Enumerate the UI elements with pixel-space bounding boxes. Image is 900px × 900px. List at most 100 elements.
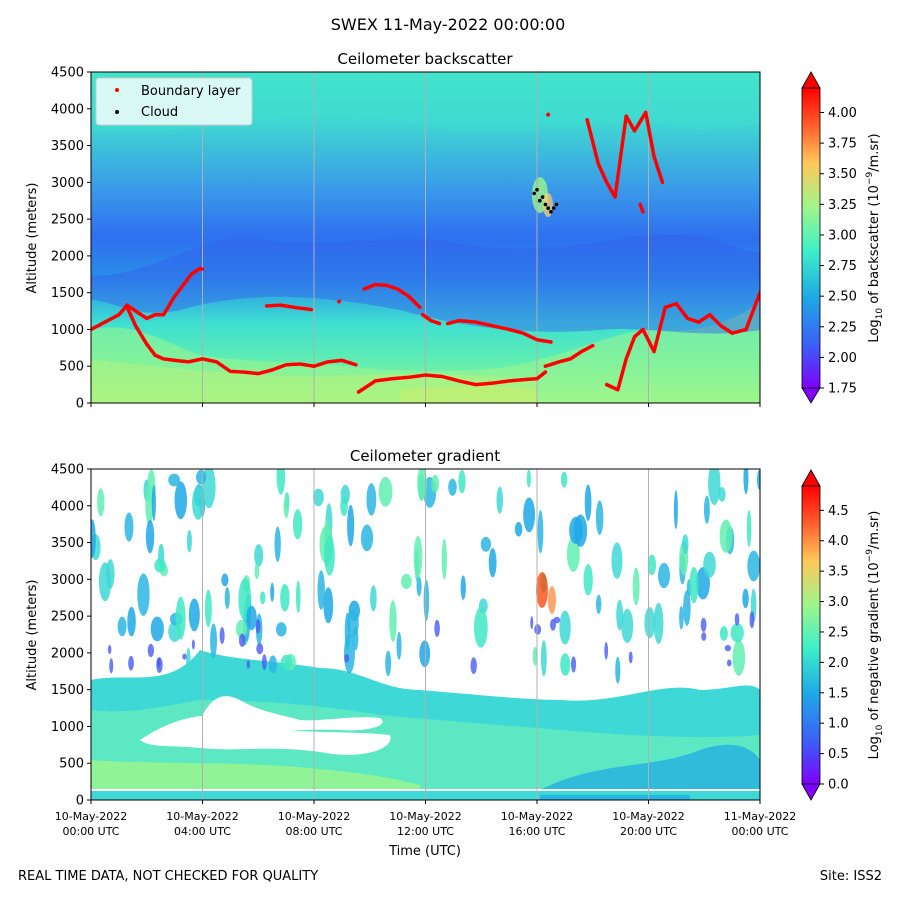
y-tick-label: 1000 — [51, 720, 84, 735]
gradient-blob — [293, 509, 303, 540]
y-tick-label: 2000 — [51, 646, 84, 661]
y-tick-label: 2500 — [51, 610, 84, 625]
gradient-blob — [488, 548, 497, 578]
y-tick-label: 2500 — [51, 213, 84, 228]
gradient-blob — [526, 469, 531, 488]
colorbar-tick-label: 2.00 — [828, 351, 857, 366]
gradient-blob — [423, 579, 430, 621]
gradient-blob — [431, 474, 440, 493]
gradient-blob — [400, 573, 412, 589]
gradient-blob — [596, 594, 602, 614]
gradient-blob — [679, 605, 684, 630]
colorbar-top-extension — [801, 469, 821, 487]
gradient-blob — [276, 622, 287, 637]
colorbar-label: Log10 of negative gradient (10−9/m.sr) — [865, 511, 885, 760]
colorbar-label: Log10 of backscatter (10−9/m.sr) — [865, 133, 885, 342]
gradient-blob — [566, 536, 580, 572]
gradient-blob — [514, 522, 523, 537]
boundary-layer-point — [660, 180, 665, 185]
gradient-blob — [344, 612, 351, 650]
gradient-blob — [644, 607, 656, 639]
gradient-blob — [188, 598, 200, 632]
boundary-layer-point — [543, 370, 548, 374]
x-tick-label: 10-May-2022 — [612, 810, 684, 823]
gradient-blob — [145, 483, 154, 526]
gradient-blob — [224, 586, 230, 609]
gradient-blob — [260, 591, 266, 605]
gradient-blob — [756, 470, 760, 490]
gradient-blob — [261, 654, 267, 671]
cloud-point — [551, 206, 556, 210]
panel-backscatter: Ceilometer backscatter 0 500 1000 1500 2000 2… — [25, 50, 885, 412]
gradient-blob — [254, 544, 264, 567]
gradient-blob — [540, 640, 547, 677]
gradient-blob — [389, 600, 397, 642]
gradient-blob — [312, 488, 324, 507]
colorbar-top-extension — [801, 71, 821, 89]
cloud-point — [549, 209, 553, 214]
gradient-blob — [611, 542, 623, 579]
gradient-blob — [156, 657, 163, 673]
gradient-blob — [653, 602, 664, 645]
legend-label-boundary-layer: Boundary layer — [141, 84, 241, 99]
gradient-blob — [254, 563, 260, 580]
gradient-blob — [174, 481, 187, 520]
colorbar-tick-label: 1.0 — [828, 717, 849, 732]
cloud-point — [543, 202, 548, 207]
gradient-blob — [317, 570, 325, 610]
gradient-blob — [749, 611, 755, 629]
gradient-blob — [219, 627, 225, 645]
y-axis-label: Altitude (meters) — [25, 183, 40, 294]
panel-title: Ceilometer backscatter — [337, 50, 513, 68]
y-tick-label: 3500 — [51, 139, 84, 154]
gradient-blob — [235, 619, 247, 639]
gradient-blob — [378, 476, 393, 507]
gradient-blobs — [91, 469, 760, 686]
colorbar-tick-label: 4.5 — [828, 504, 849, 519]
gradient-blob — [238, 633, 246, 647]
gradient-blob — [673, 490, 678, 530]
gradient-blob — [280, 583, 290, 612]
gradient-blob — [360, 524, 374, 552]
boundary-layer-point — [590, 343, 595, 348]
gradient-blob — [683, 590, 691, 626]
gradient-blob — [742, 588, 749, 609]
gradient-blob — [719, 519, 733, 553]
gradient-blob — [537, 509, 544, 554]
gradient-blob — [682, 534, 689, 555]
legend: Boundary layer Cloud — [95, 77, 253, 126]
gradient-blob — [106, 559, 115, 589]
gradient-blob — [560, 471, 568, 488]
gradient-blob — [584, 484, 592, 521]
gradient-blob — [295, 580, 301, 614]
gradient-blob — [151, 485, 156, 522]
gradient-blob — [621, 608, 634, 643]
colorbar-tick-label: 3.00 — [828, 228, 857, 243]
gradient-blob — [127, 606, 136, 637]
gradient-blob — [734, 613, 740, 626]
y-tick-label: 0 — [76, 397, 84, 412]
gradient-blob — [559, 610, 571, 645]
y-tick-label: 0 — [76, 794, 84, 809]
gradient-blob — [730, 623, 744, 643]
gradient-blob — [743, 469, 749, 495]
boundary-layer-point — [354, 362, 358, 367]
y-axis-ticks: 0 500 1000 1500 2000 2500 3000 3500 4000 4500 — [51, 463, 91, 809]
gradient-blob — [124, 512, 134, 542]
cloud-point — [554, 202, 559, 207]
gradient-blob — [534, 624, 542, 635]
gradient-blob — [270, 582, 275, 602]
gradient-blob — [413, 535, 423, 579]
gradient-blob — [523, 497, 536, 533]
gradient-blob — [724, 644, 732, 652]
gradient-blob — [276, 469, 286, 495]
colorbar-tick-label: 1.5 — [828, 686, 849, 701]
x-tick-label: 10-May-2022 — [166, 810, 238, 823]
gradient-blob — [458, 469, 466, 494]
boundary-layer-points — [91, 110, 760, 394]
gradient-blob — [396, 631, 402, 660]
gradient-blob — [703, 551, 716, 578]
gradient-blob — [324, 535, 335, 576]
x-tick-label: 08:00 UTC — [285, 825, 342, 838]
gradient-blob — [210, 623, 217, 659]
